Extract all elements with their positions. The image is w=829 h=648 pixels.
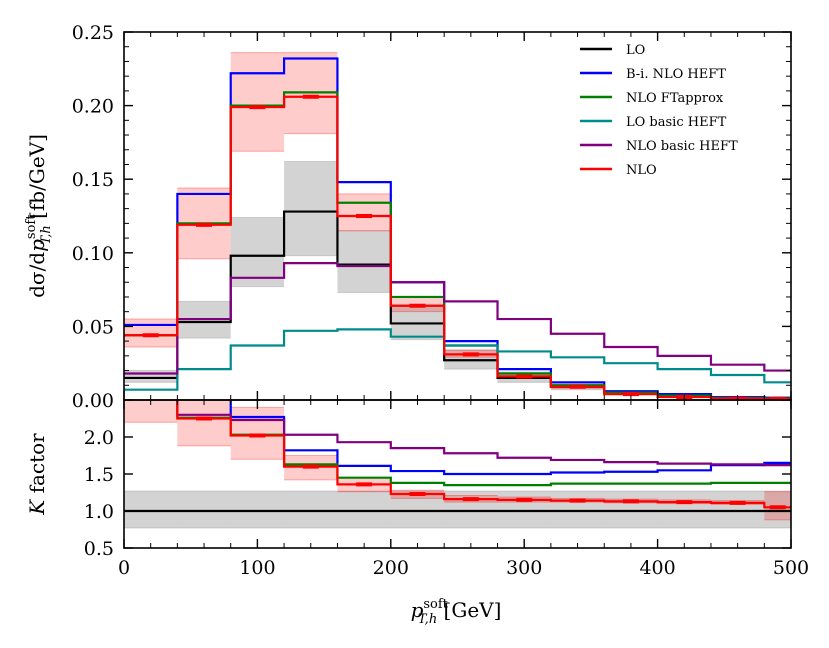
ratio-y-tick-label: 2.0 xyxy=(84,427,114,449)
main-band-lo xyxy=(124,161,791,399)
main-y-tick-label: 0.10 xyxy=(72,243,114,265)
legend-label-b-i-nlo-heft: B-i. NLO HEFT xyxy=(626,67,726,82)
legend-label-nlo: NLO xyxy=(626,163,657,178)
main-series-nlo-basic-heft xyxy=(124,262,791,375)
legend-label-lo-basic-heft: LO basic HEFT xyxy=(626,115,727,130)
ratio-band-nlo xyxy=(124,400,791,520)
ratio-y-axis-title: K factor xyxy=(25,433,49,516)
main-y-tick-label: 0.00 xyxy=(72,390,114,412)
x-tick-label: 500 xyxy=(773,557,809,579)
x-tick-label: 300 xyxy=(506,557,542,579)
x-tick-label: 100 xyxy=(239,557,275,579)
main-series-lo-basic-heft xyxy=(124,328,791,391)
x-tick-label: 400 xyxy=(639,557,675,579)
ratio-y-tick-label: 1.0 xyxy=(84,501,114,523)
ratio-y-tick-label: 0.5 xyxy=(84,538,114,560)
x-tick-label: 0 xyxy=(118,557,130,579)
main-series-b-i-nlo-heft xyxy=(124,57,791,399)
main-y-tick-label: 0.25 xyxy=(72,22,114,44)
x-tick-label: 200 xyxy=(373,557,409,579)
ratio-uncertainty-bands xyxy=(124,400,791,529)
main-y-axis-title: dσ/dpsoftT,h [fb/GeV] xyxy=(24,134,54,298)
legend-label-nlo-ftapprox: NLO FTapprox xyxy=(626,91,724,106)
main-series-lines xyxy=(124,57,791,400)
legend-label-nlo-basic-heft: NLO basic HEFT xyxy=(626,139,738,154)
main-y-tick-label: 0.20 xyxy=(72,96,114,118)
ratio-series-lines xyxy=(124,400,791,513)
legend: LO B-i. NLO HEFT NLO FTapprox LO basic HEFT… xyxy=(580,43,738,178)
x-axis-title: psoft T,h [GeV] xyxy=(411,597,502,627)
legend-label-lo: LO xyxy=(626,43,645,58)
ratio-y-tick-label: 1.5 xyxy=(84,464,114,486)
main-y-tick-label: 0.15 xyxy=(72,169,114,191)
main-y-tick-label: 0.05 xyxy=(72,316,114,338)
ratio-series-nlo-basic-heft xyxy=(176,400,791,467)
tick-labels: 0.00 0.05 0.10 0.15 0.20 0.25 0.5 1.0 1.5 2.0 0 100… xyxy=(72,22,809,579)
ratio-plot-frame xyxy=(123,399,792,549)
